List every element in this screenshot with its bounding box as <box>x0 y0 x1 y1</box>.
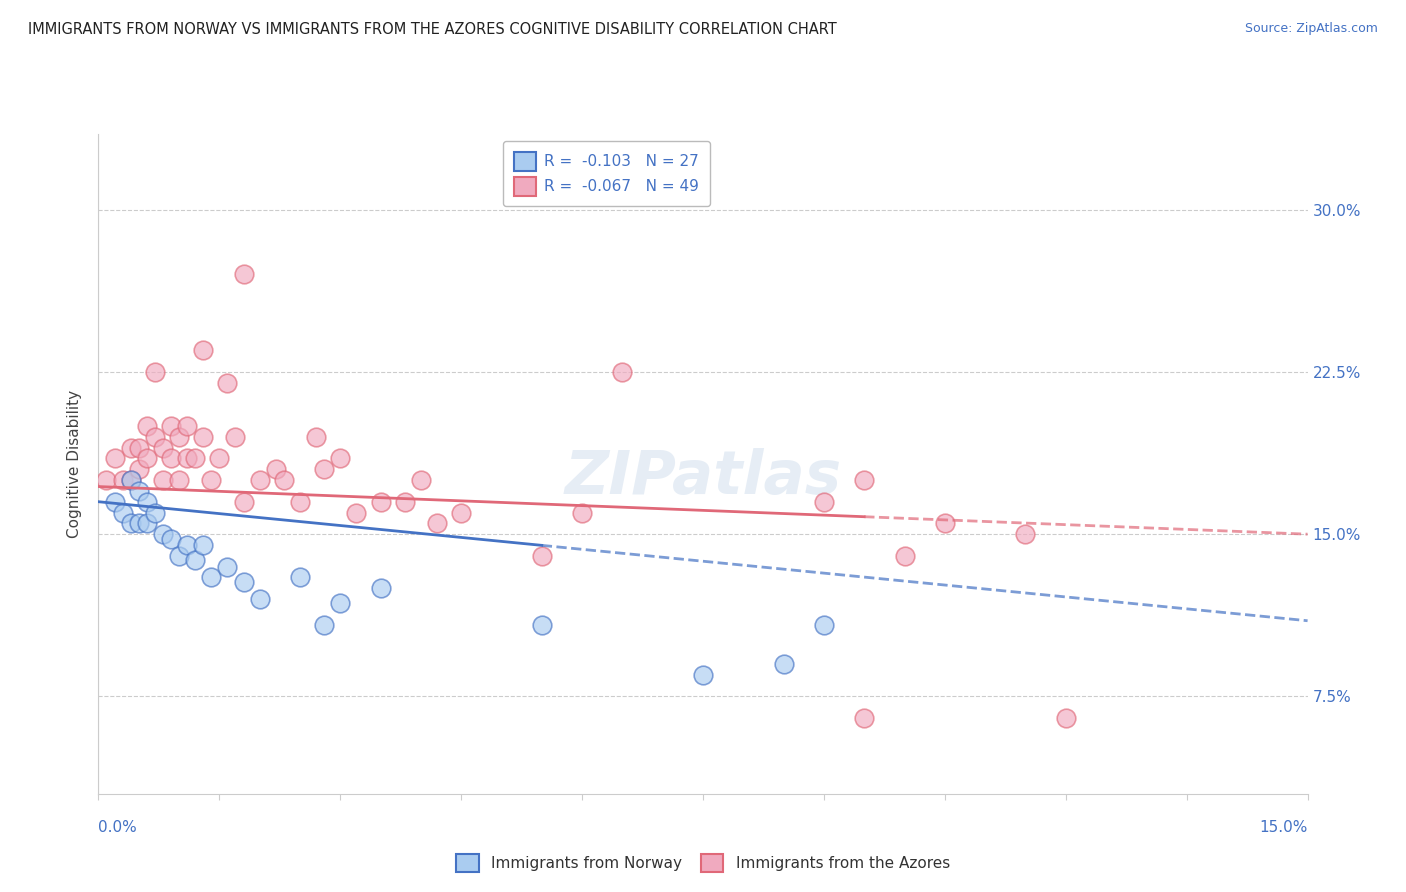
Point <box>208 451 231 466</box>
Point <box>264 462 287 476</box>
Legend: R =  -0.103   N = 27, R =  -0.067   N = 49: R = -0.103 N = 27, R = -0.067 N = 49 <box>503 142 710 206</box>
Point <box>370 582 392 596</box>
Point <box>232 574 254 589</box>
Point <box>893 549 915 563</box>
Point <box>103 494 125 508</box>
Text: Source: ZipAtlas.com: Source: ZipAtlas.com <box>1244 22 1378 36</box>
Point <box>273 473 295 487</box>
Point <box>314 618 336 632</box>
Point <box>160 451 183 466</box>
Point <box>111 473 134 487</box>
Text: IMMIGRANTS FROM NORWAY VS IMMIGRANTS FROM THE AZORES COGNITIVE DISABILITY CORREL: IMMIGRANTS FROM NORWAY VS IMMIGRANTS FRO… <box>28 22 837 37</box>
Point <box>128 516 150 531</box>
Point <box>160 419 183 434</box>
Point <box>200 473 222 487</box>
Point <box>344 506 367 520</box>
Point <box>167 430 190 444</box>
Point <box>120 473 142 487</box>
Point <box>128 462 150 476</box>
Point <box>143 365 166 379</box>
Point <box>249 473 271 487</box>
Point <box>329 451 352 466</box>
Point <box>288 570 311 584</box>
Point <box>128 441 150 455</box>
Point <box>450 506 472 520</box>
Point <box>217 376 239 390</box>
Text: ZIPatlas: ZIPatlas <box>564 448 842 507</box>
Point <box>111 506 134 520</box>
Point <box>232 268 254 282</box>
Point <box>1054 711 1077 725</box>
Point <box>193 430 215 444</box>
Point <box>426 516 449 531</box>
Point <box>217 559 239 574</box>
Point <box>152 473 174 487</box>
Point <box>200 570 222 584</box>
Point <box>184 451 207 466</box>
Point <box>167 549 190 563</box>
Point <box>135 419 157 434</box>
Point <box>571 506 593 520</box>
Point <box>176 538 198 552</box>
Point <box>813 494 835 508</box>
Point <box>288 494 311 508</box>
Point <box>530 618 553 632</box>
Point <box>329 596 352 610</box>
Point <box>120 516 142 531</box>
Text: 0.0%: 0.0% <box>98 820 138 835</box>
Point <box>152 441 174 455</box>
Point <box>853 711 876 725</box>
Text: 15.0%: 15.0% <box>1260 820 1308 835</box>
Point <box>135 451 157 466</box>
Point <box>193 538 215 552</box>
Y-axis label: Cognitive Disability: Cognitive Disability <box>67 390 83 538</box>
Point <box>692 668 714 682</box>
Point <box>772 657 794 671</box>
Point <box>96 473 118 487</box>
Point <box>934 516 956 531</box>
Point <box>152 527 174 541</box>
Point <box>224 430 246 444</box>
Point <box>128 483 150 498</box>
Point <box>853 473 876 487</box>
Point <box>409 473 432 487</box>
Point <box>143 430 166 444</box>
Point <box>143 506 166 520</box>
Point <box>167 473 190 487</box>
Point <box>314 462 336 476</box>
Point <box>305 430 328 444</box>
Point <box>103 451 125 466</box>
Legend: Immigrants from Norway, Immigrants from the Azores: Immigrants from Norway, Immigrants from … <box>449 846 957 880</box>
Point <box>1014 527 1036 541</box>
Point <box>184 553 207 567</box>
Point <box>176 451 198 466</box>
Point <box>530 549 553 563</box>
Point <box>176 419 198 434</box>
Point <box>370 494 392 508</box>
Point <box>249 592 271 607</box>
Point <box>120 441 142 455</box>
Point <box>612 365 634 379</box>
Point <box>394 494 416 508</box>
Point <box>813 618 835 632</box>
Point <box>193 343 215 358</box>
Point <box>120 473 142 487</box>
Point <box>135 494 157 508</box>
Point <box>160 532 183 546</box>
Point <box>232 494 254 508</box>
Point <box>135 516 157 531</box>
